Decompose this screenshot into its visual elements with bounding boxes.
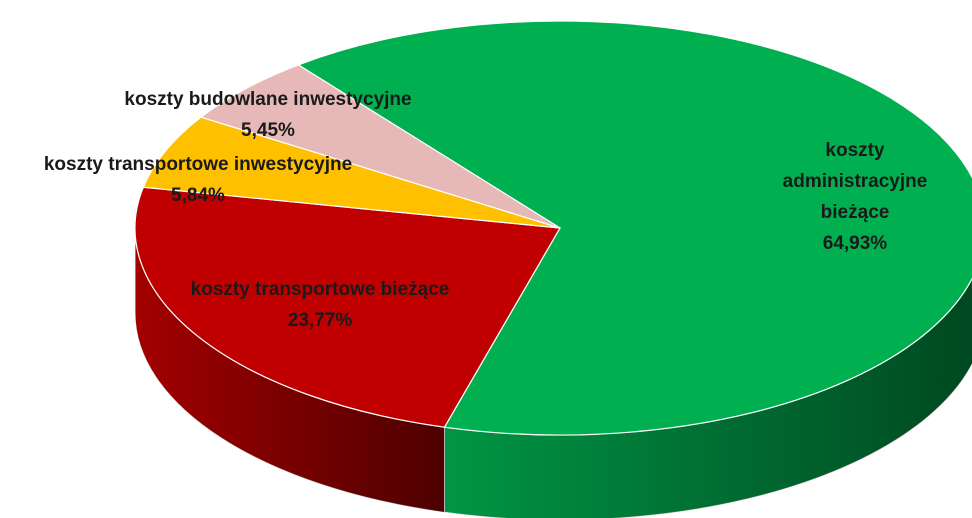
slice-side-shade (444, 278, 972, 518)
data-label: koszty administracyjne bieżące 64,93% (760, 135, 950, 259)
category-label: koszty budowlane inwestycyjne (124, 89, 412, 110)
slice (142, 116, 561, 229)
data-label: koszty transportowe bieżące 23,77% (191, 274, 450, 336)
value-label: 5,45% (241, 120, 295, 141)
category-label: koszty administracyjne bieżące (782, 140, 928, 223)
slice (199, 64, 561, 229)
value-label: 5,84% (171, 185, 225, 206)
value-label: 64,93% (822, 233, 888, 254)
slice (296, 20, 972, 436)
category-label: koszty transportowe bieżące (190, 279, 450, 300)
slice (134, 186, 561, 428)
slice-side-shade (135, 228, 445, 513)
category-label: koszty transportowe inwestycyjne (43, 154, 353, 175)
data-label: koszty transportowe inwestycyjne 5,84% (44, 149, 352, 211)
data-label: koszty budowlane inwestycyjne 5,45% (124, 84, 411, 146)
value-label: 23,77% (287, 310, 353, 331)
